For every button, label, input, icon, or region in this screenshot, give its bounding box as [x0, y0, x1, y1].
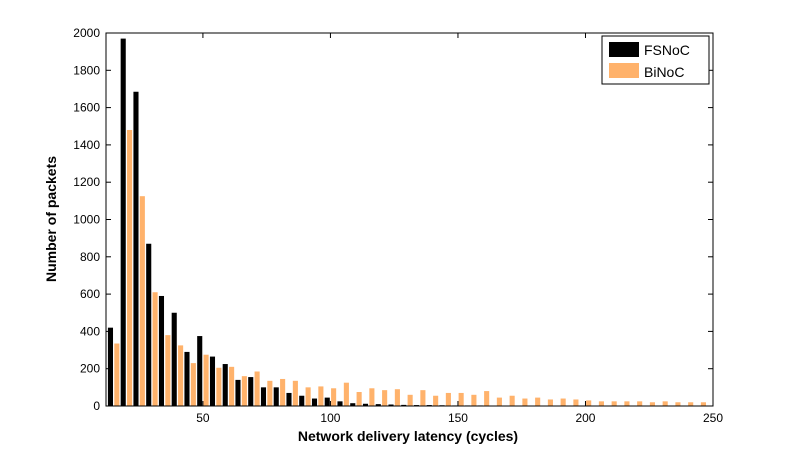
bar-fsnoc-15 [107, 327, 114, 406]
bar-binoc-35 [165, 335, 171, 406]
bar-fsnoc-80 [273, 387, 279, 406]
bar-fsnoc-40 [171, 312, 177, 406]
bar-binoc-225 [649, 402, 655, 406]
legend: FSNoC BiNoC [601, 35, 710, 85]
bar-binoc-20 [127, 129, 133, 407]
legend-swatch-fsnoc [609, 42, 639, 57]
x-tick-label-100: 100 [320, 411, 340, 425]
bar-fsnoc-60 [222, 364, 228, 406]
bar-fsnoc-130 [401, 404, 407, 406]
bar-binoc-55 [216, 367, 222, 406]
bar-binoc-135 [420, 390, 426, 406]
bar-binoc-125 [394, 389, 400, 406]
y-tick-label-1400: 1400 [73, 138, 100, 152]
bar-binoc-190 [560, 398, 566, 406]
bar-binoc-175 [522, 398, 528, 406]
bar-binoc-60 [229, 366, 235, 406]
bar-binoc-210 [611, 401, 617, 406]
y-tick-label-0: 0 [93, 399, 100, 413]
bar-binoc-115 [369, 388, 375, 406]
bar-binoc-205 [598, 401, 604, 406]
bar-fsnoc-100 [324, 397, 330, 406]
bar-binoc-80 [280, 378, 286, 406]
bar-binoc-140 [433, 395, 439, 406]
bar-binoc-165 [496, 397, 502, 406]
x-tick-label-200: 200 [575, 411, 595, 425]
bar-fsnoc-95 [311, 398, 318, 406]
bar-binoc-95 [318, 386, 324, 406]
bar-fsnoc-20 [120, 38, 126, 406]
bar-binoc-155 [471, 394, 477, 406]
bar-binoc-25 [139, 196, 145, 406]
y-tick-label-1600: 1600 [73, 101, 100, 115]
x-tick-label-150: 150 [448, 411, 468, 425]
bar-binoc-195 [573, 399, 579, 406]
legend-label-binoc: BiNoC [644, 64, 684, 80]
bar-fsnoc-45 [184, 351, 190, 406]
bar-binoc-75 [267, 380, 273, 406]
bar-fsnoc-35 [158, 295, 165, 406]
bar-binoc-145 [445, 392, 451, 406]
bar-fsnoc-25 [133, 91, 139, 406]
bar-fsnoc-30 [146, 243, 152, 406]
bar-binoc-220 [637, 401, 643, 406]
bar-fsnoc-120 [375, 404, 381, 406]
bars-group [107, 38, 706, 407]
bar-binoc-70 [254, 371, 260, 406]
bar-binoc-40 [178, 345, 184, 406]
bar-binoc-90 [305, 387, 311, 406]
bar-fsnoc-115 [362, 403, 369, 406]
y-ticks: 0 200 400 600 800 1000 1200 1400 1600 1800 2000 [73, 26, 713, 413]
y-axis-label: Number of packets [43, 156, 59, 282]
bar-binoc-85 [292, 380, 298, 406]
bar-binoc-65 [241, 376, 247, 406]
y-tick-label-800: 800 [80, 250, 100, 264]
y-tick-label-1800: 1800 [73, 63, 100, 77]
bar-binoc-15 [114, 343, 120, 406]
x-ticks: 50 100 150 200 250 [196, 33, 723, 425]
bar-binoc-130 [407, 394, 413, 406]
y-tick-label-600: 600 [80, 287, 100, 301]
bar-binoc-100 [331, 388, 337, 406]
bar-binoc-235 [675, 402, 681, 406]
bar-binoc-45 [190, 363, 196, 406]
y-tick-label-2000: 2000 [73, 26, 100, 40]
bar-fsnoc-50 [197, 336, 203, 406]
legend-swatch-binoc [609, 63, 639, 78]
y-tick-label-1000: 1000 [73, 213, 100, 227]
bar-binoc-240 [688, 402, 694, 406]
bar-binoc-185 [547, 399, 553, 406]
bar-fsnoc-55 [209, 356, 216, 406]
bar-binoc-230 [662, 401, 668, 406]
bar-fsnoc-125 [388, 404, 394, 406]
bar-fsnoc-85 [286, 392, 292, 406]
bar-binoc-105 [343, 382, 349, 406]
bar-fsnoc-110 [350, 403, 356, 406]
bar-binoc-110 [356, 392, 362, 406]
bar-binoc-50 [203, 354, 209, 406]
bar-fsnoc-105 [337, 401, 343, 406]
legend-label-fsnoc: FSNoC [644, 42, 690, 58]
bar-fsnoc-70 [248, 377, 254, 406]
x-tick-label-50: 50 [196, 411, 210, 425]
bar-binoc-180 [535, 397, 541, 406]
bar-binoc-215 [624, 401, 630, 406]
bar-binoc-150 [458, 392, 464, 406]
bar-binoc-170 [509, 395, 515, 406]
y-tick-label-1200: 1200 [73, 175, 100, 189]
bar-binoc-120 [382, 390, 388, 406]
bar-fsnoc-65 [235, 379, 241, 406]
plot-frame [105, 32, 714, 407]
x-tick-label-250: 250 [703, 411, 723, 425]
bar-binoc-200 [586, 400, 592, 406]
x-axis-label: Network delivery latency (cycles) [298, 428, 518, 444]
bar-binoc-30 [152, 292, 158, 406]
y-tick-label-200: 200 [80, 362, 100, 376]
y-tick-label-400: 400 [80, 324, 100, 338]
bar-fsnoc-90 [299, 395, 305, 406]
bar-binoc-160 [484, 391, 490, 406]
bar-fsnoc-75 [260, 387, 267, 406]
bar-binoc-245 [700, 402, 706, 406]
